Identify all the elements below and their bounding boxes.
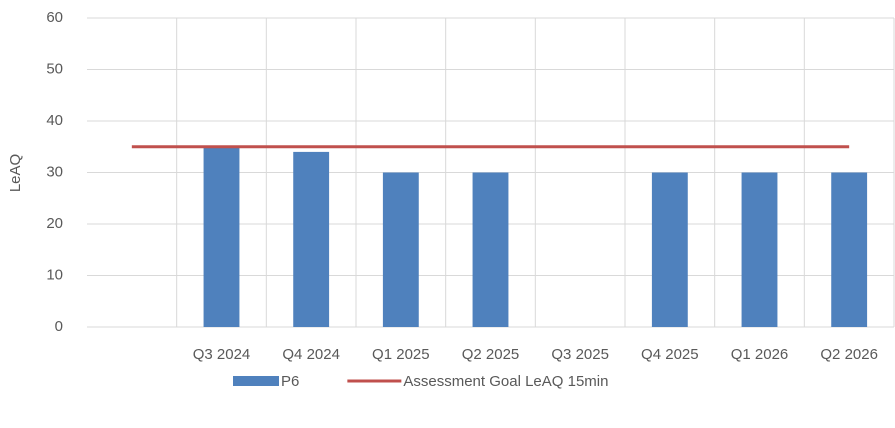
y-tick-label: 0 <box>55 318 63 335</box>
x-tick-label: Q2 2026 <box>820 346 878 363</box>
legend-label: P6 <box>281 373 299 390</box>
x-tick-label: Q2 2025 <box>462 346 520 363</box>
bar <box>203 146 240 327</box>
y-tick-label: 40 <box>46 112 63 129</box>
x-tick-label: Q1 2025 <box>372 346 430 363</box>
y-tick-label: 20 <box>46 215 63 232</box>
x-tick-label: Q4 2024 <box>282 346 340 363</box>
y-tick-label: 10 <box>46 266 63 283</box>
legend-swatch <box>233 376 279 386</box>
bar <box>382 172 419 327</box>
x-tick-label: Q1 2026 <box>731 346 789 363</box>
x-tick-label: Q4 2025 <box>641 346 699 363</box>
bar <box>741 172 778 327</box>
bar <box>831 172 868 327</box>
y-axis-label: LeAQ <box>7 154 24 192</box>
bar <box>293 151 330 327</box>
bar <box>472 172 509 327</box>
y-tick-label: 30 <box>46 163 63 180</box>
legend-label: Assessment Goal LeAQ 15min <box>403 373 608 390</box>
bar <box>651 172 688 327</box>
y-tick-label: 60 <box>46 9 63 26</box>
y-tick-label: 50 <box>46 60 63 77</box>
x-tick-label: Q3 2025 <box>551 346 609 363</box>
x-tick-label: Q3 2024 <box>193 346 251 363</box>
